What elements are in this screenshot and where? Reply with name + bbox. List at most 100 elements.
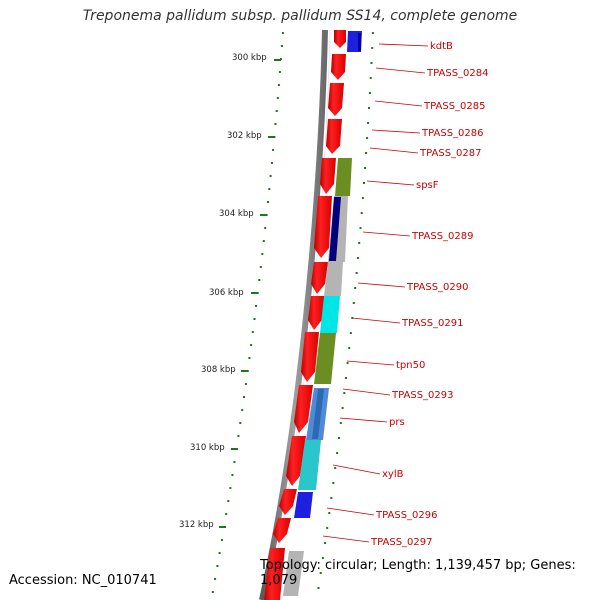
gc-tick xyxy=(321,557,324,559)
category-feature[interactable] xyxy=(298,440,321,490)
scale-dot xyxy=(275,110,278,112)
cds-feature[interactable] xyxy=(311,262,328,294)
cds-feature[interactable] xyxy=(314,196,332,258)
scale-dot xyxy=(262,240,265,242)
scale-dot xyxy=(255,305,258,307)
gene-label[interactable]: prs xyxy=(389,417,405,428)
gc-tick xyxy=(364,167,367,169)
gc-tick xyxy=(360,212,363,214)
gc-tick xyxy=(319,572,322,574)
category-feature[interactable] xyxy=(329,197,341,261)
scale-dot xyxy=(269,175,272,177)
scale-label: 308 kbp xyxy=(201,365,236,375)
gc-tick xyxy=(368,107,370,109)
scale-dot xyxy=(227,500,230,502)
gc-tick xyxy=(358,242,361,244)
map-title: Treponema pallidum subsp. pallidum SS14,… xyxy=(82,8,518,24)
scale-label: 302 kbp xyxy=(227,131,262,141)
scale-dots xyxy=(211,32,284,593)
scale-tick xyxy=(251,292,258,294)
category-feature[interactable] xyxy=(335,158,352,196)
scale-dot xyxy=(216,565,219,567)
gene-label[interactable]: TPASS_0293 xyxy=(391,390,453,401)
category-feature[interactable] xyxy=(283,551,304,596)
scale-dot xyxy=(218,552,221,554)
category-feature[interactable] xyxy=(324,262,343,296)
scale-dot xyxy=(229,487,232,489)
scale-dot xyxy=(281,32,284,34)
gc-tick xyxy=(332,482,335,484)
gene-label[interactable]: TPASS_0285 xyxy=(423,101,485,112)
scale-dot xyxy=(211,591,214,593)
cds-feature[interactable] xyxy=(294,385,313,433)
gc-tick xyxy=(349,332,352,334)
gc-tick xyxy=(359,227,362,229)
scale-dot xyxy=(264,227,267,229)
gc-tick xyxy=(351,317,354,319)
gc-tick xyxy=(343,392,346,394)
gc-tick xyxy=(369,77,372,79)
gc-tick xyxy=(366,137,369,139)
category-feature[interactable] xyxy=(312,389,324,439)
cds-feature[interactable] xyxy=(308,296,325,330)
category-feature[interactable] xyxy=(320,296,340,333)
cds-feature[interactable] xyxy=(279,489,297,515)
gene-label[interactable]: tpn50 xyxy=(396,360,425,371)
gene-label[interactable]: TPASS_0287 xyxy=(419,148,481,159)
scale-label: 306 kbp xyxy=(209,288,244,298)
cds-feature[interactable] xyxy=(328,83,344,116)
scale-tick xyxy=(231,448,238,450)
accession-text: Accession: NC_010741 xyxy=(9,573,157,588)
gc-tick xyxy=(346,362,349,364)
gene-label[interactable]: kdtB xyxy=(430,41,453,52)
cds-track xyxy=(264,30,346,600)
scale-labels: 300 kbp 302 kbp 304 kbp 306 kbp 308 kbp … xyxy=(179,53,267,530)
cds-feature[interactable] xyxy=(264,548,285,600)
gene-label[interactable]: TPASS_0284 xyxy=(426,68,488,79)
gene-label[interactable]: TPASS_0296 xyxy=(375,510,437,521)
category-track xyxy=(283,31,362,596)
gene-label[interactable]: spsF xyxy=(416,180,439,191)
gc-tick xyxy=(334,467,337,469)
category-feature[interactable] xyxy=(314,333,336,384)
cds-feature[interactable] xyxy=(334,30,346,48)
gc-tick xyxy=(355,272,358,274)
gc-tick xyxy=(338,437,340,439)
gc-tick xyxy=(345,377,347,379)
scale-dot xyxy=(277,84,280,86)
scale-label: 300 kbp xyxy=(232,53,267,63)
gc-tick xyxy=(361,197,364,199)
gene-label[interactable]: TPASS_0291 xyxy=(401,318,463,329)
scale-tick xyxy=(219,526,226,528)
scale-dot xyxy=(237,435,240,437)
gene-label[interactable]: TPASS_0289 xyxy=(411,231,473,242)
gene-label[interactable]: TPASS_0297 xyxy=(370,537,432,548)
scale-dot xyxy=(243,396,245,398)
gc-tick xyxy=(339,422,342,424)
cds-feature[interactable] xyxy=(331,54,346,80)
scale-dot xyxy=(220,539,223,541)
gc-tick xyxy=(356,257,359,259)
scale-dot xyxy=(278,71,281,73)
scale-dot xyxy=(280,45,283,47)
cds-feature[interactable] xyxy=(326,119,342,154)
scale-dot xyxy=(244,383,247,385)
gene-labels: kdtB TPASS_0284 TPASS_0285 TPASS_0286 TP… xyxy=(370,41,488,548)
gc-tick xyxy=(363,182,365,184)
cds-feature[interactable] xyxy=(301,332,319,382)
cds-feature[interactable] xyxy=(320,158,336,194)
scale-dot xyxy=(231,474,234,476)
gc-tick xyxy=(367,122,370,124)
cds-feature[interactable] xyxy=(286,436,306,486)
cds-feature[interactable] xyxy=(273,518,291,543)
gene-label[interactable]: TPASS_0286 xyxy=(421,128,483,139)
gene-label[interactable]: xylB xyxy=(382,469,404,480)
category-feature[interactable] xyxy=(294,492,313,518)
gc-tick xyxy=(348,347,351,349)
summary-text: Topology: circular; Length: 1,139,457 bp… xyxy=(260,558,576,588)
scale-label: 304 kbp xyxy=(219,209,254,219)
scale-dot xyxy=(272,149,275,151)
scale-dot xyxy=(258,279,261,281)
gc-tick xyxy=(341,407,344,409)
gene-label[interactable]: TPASS_0290 xyxy=(406,282,468,293)
